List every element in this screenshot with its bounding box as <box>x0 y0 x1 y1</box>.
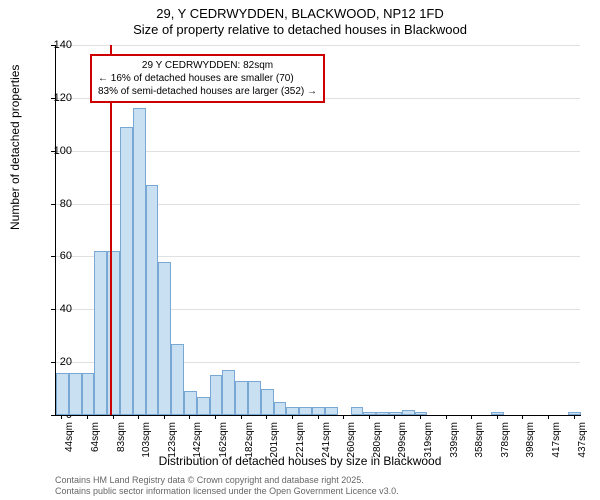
histogram-bar <box>325 407 338 415</box>
x-tick-label: 378sqm <box>500 422 511 458</box>
histogram-bar <box>299 407 312 415</box>
x-tick-label: 437sqm <box>577 422 588 458</box>
attribution-line-2: Contains public sector information licen… <box>55 486 399 498</box>
histogram-bar <box>210 375 223 415</box>
histogram-bar <box>158 262 171 415</box>
x-tick-label: 241sqm <box>321 422 332 458</box>
x-tick-label: 260sqm <box>346 422 357 458</box>
x-tick-mark <box>87 415 88 419</box>
histogram-bar <box>286 407 299 415</box>
x-tick-mark <box>343 415 344 419</box>
histogram-bar <box>171 344 184 415</box>
annotation-line: 83% of semi-detached houses are larger (… <box>98 85 317 98</box>
x-tick-mark <box>420 415 421 419</box>
x-tick-mark <box>522 415 523 419</box>
x-tick-label: 162sqm <box>218 422 229 458</box>
x-tick-mark <box>574 415 575 419</box>
histogram-bar <box>248 381 261 415</box>
x-tick-mark <box>138 415 139 419</box>
histogram-bar <box>312 407 325 415</box>
x-tick-mark <box>61 415 62 419</box>
x-tick-mark <box>189 415 190 419</box>
histogram-bar <box>197 397 210 416</box>
histogram-bar <box>146 185 159 415</box>
x-tick-mark <box>471 415 472 419</box>
histogram-bar <box>133 108 146 415</box>
histogram-bar <box>235 381 248 415</box>
attribution-line-1: Contains HM Land Registry data © Crown c… <box>55 475 399 487</box>
x-tick-mark <box>292 415 293 419</box>
histogram-bar <box>69 373 82 415</box>
chart-title-main: 29, Y CEDRWYDDEN, BLACKWOOD, NP12 1FD <box>0 6 600 21</box>
x-tick-label: 319sqm <box>423 422 434 458</box>
annotation-line: ← 16% of detached houses are smaller (70… <box>98 72 317 85</box>
histogram-bar <box>351 407 364 415</box>
chart-container: 29, Y CEDRWYDDEN, BLACKWOOD, NP12 1FD Si… <box>0 0 600 500</box>
x-axis-label: Distribution of detached houses by size … <box>0 454 600 468</box>
x-tick-mark <box>548 415 549 419</box>
x-tick-label: 44sqm <box>64 422 75 452</box>
x-tick-label: 83sqm <box>116 422 127 452</box>
attribution-text: Contains HM Land Registry data © Crown c… <box>55 475 399 498</box>
x-tick-label: 64sqm <box>90 422 101 452</box>
histogram-bar <box>274 402 287 415</box>
x-tick-mark <box>497 415 498 419</box>
x-tick-mark <box>113 415 114 419</box>
x-tick-mark <box>369 415 370 419</box>
histogram-bar <box>222 370 235 415</box>
x-tick-label: 142sqm <box>192 422 203 458</box>
histogram-bar <box>120 127 133 415</box>
x-tick-label: 358sqm <box>474 422 485 458</box>
x-tick-label: 280sqm <box>372 422 383 458</box>
x-tick-label: 103sqm <box>141 422 152 458</box>
histogram-bar <box>82 373 95 415</box>
x-tick-label: 398sqm <box>525 422 536 458</box>
x-tick-label: 417sqm <box>551 422 562 458</box>
x-tick-mark <box>266 415 267 419</box>
histogram-bar <box>94 251 107 415</box>
x-tick-mark <box>164 415 165 419</box>
annotation-box: 29 Y CEDRWYDDEN: 82sqm← 16% of detached … <box>90 54 325 103</box>
x-tick-mark <box>446 415 447 419</box>
y-axis-label: Number of detached properties <box>8 65 22 230</box>
annotation-line: 29 Y CEDRWYDDEN: 82sqm <box>98 59 317 72</box>
histogram-bar <box>261 389 274 415</box>
x-tick-label: 299sqm <box>397 422 408 458</box>
x-tick-label: 339sqm <box>449 422 460 458</box>
x-tick-mark <box>318 415 319 419</box>
histogram-bar <box>184 391 197 415</box>
histogram-bar <box>56 373 69 415</box>
histogram-bar <box>376 412 389 415</box>
x-tick-mark <box>394 415 395 419</box>
x-tick-label: 201sqm <box>269 422 280 458</box>
x-tick-mark <box>241 415 242 419</box>
x-tick-label: 221sqm <box>295 422 306 458</box>
histogram-bar <box>402 410 415 415</box>
x-tick-label: 182sqm <box>244 422 255 458</box>
x-tick-label: 123sqm <box>167 422 178 458</box>
chart-title-sub: Size of property relative to detached ho… <box>0 22 600 37</box>
x-tick-mark <box>215 415 216 419</box>
